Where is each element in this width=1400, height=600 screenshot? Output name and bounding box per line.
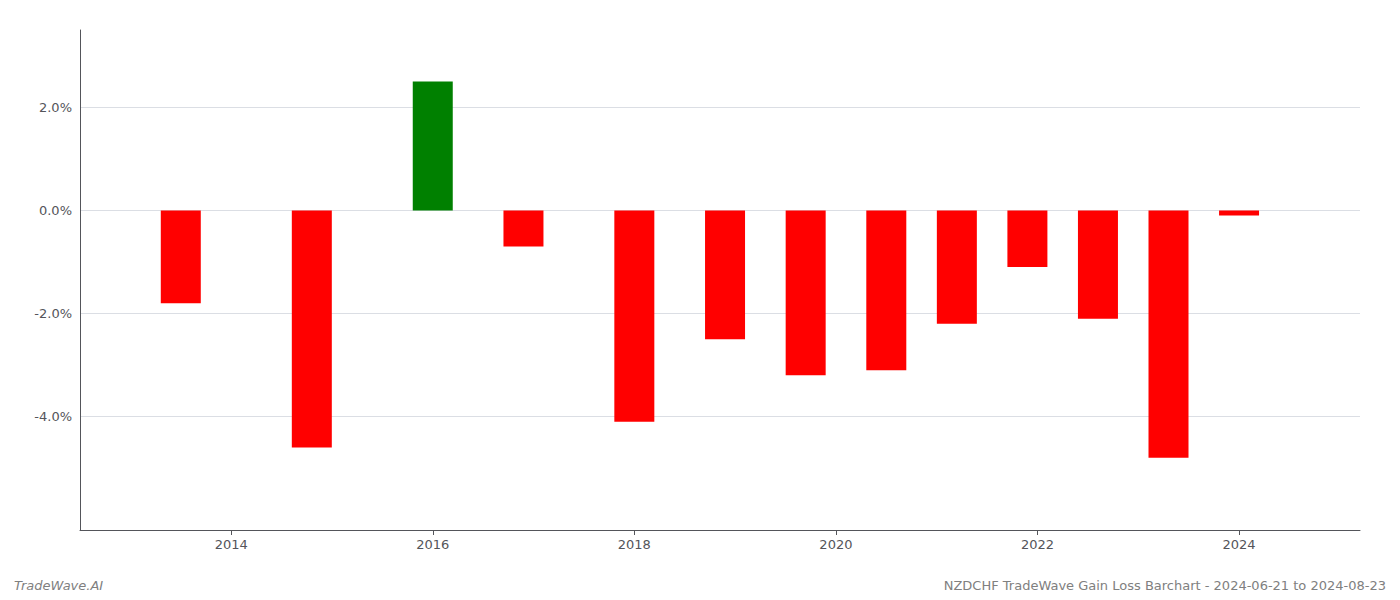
svg-text:2022: 2022 bbox=[1021, 537, 1054, 552]
svg-text:2024: 2024 bbox=[1223, 537, 1256, 552]
svg-text:2018: 2018 bbox=[618, 537, 651, 552]
svg-text:2020: 2020 bbox=[819, 537, 852, 552]
svg-text:NZDCHF TradeWave Gain Loss Bar: NZDCHF TradeWave Gain Loss Barchart - 20… bbox=[944, 578, 1386, 593]
svg-text:-2.0%: -2.0% bbox=[34, 306, 72, 321]
svg-text:-4.0%: -4.0% bbox=[34, 409, 72, 424]
svg-text:2.0%: 2.0% bbox=[39, 100, 72, 115]
svg-text:0.0%: 0.0% bbox=[39, 203, 72, 218]
svg-text:2014: 2014 bbox=[215, 537, 248, 552]
svg-text:TradeWave.AI: TradeWave.AI bbox=[14, 578, 103, 593]
svg-text:2016: 2016 bbox=[416, 537, 449, 552]
